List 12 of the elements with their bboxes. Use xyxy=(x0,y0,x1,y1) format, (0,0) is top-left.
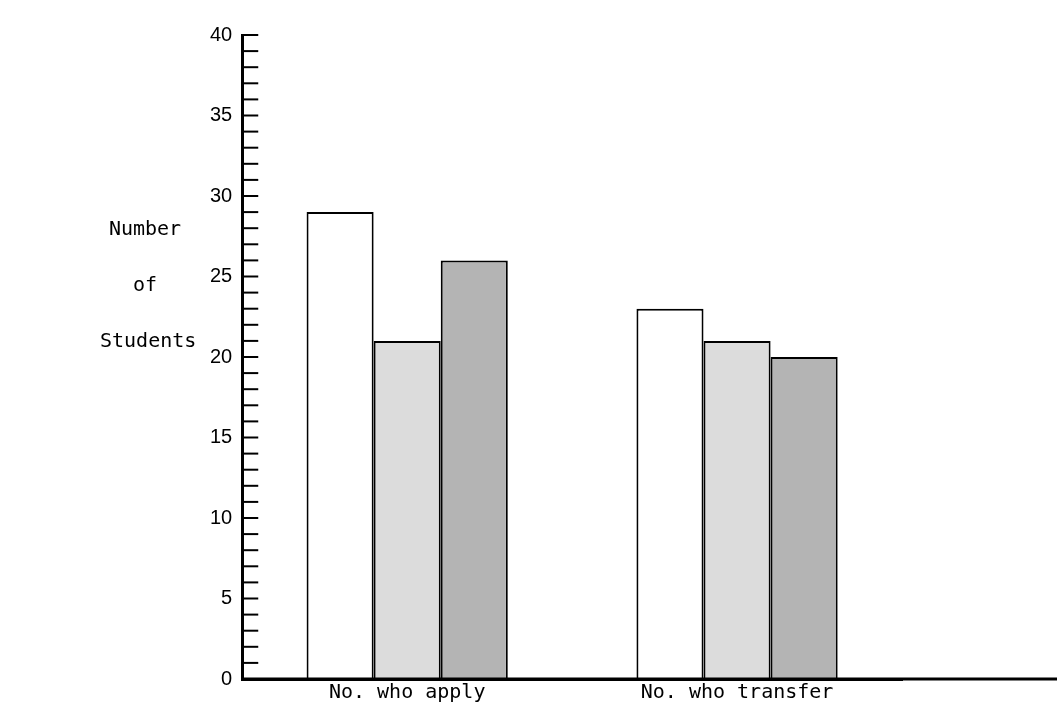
y-tick-label: 10 xyxy=(210,505,233,528)
y-tick-label: 40 xyxy=(210,22,233,45)
y-tick-label: 15 xyxy=(210,425,233,448)
y-tick-label: 35 xyxy=(210,103,233,126)
y-tick-label: 20 xyxy=(210,344,233,367)
text: Number of Students xyxy=(100,216,197,352)
y-tick-label: 0 xyxy=(221,666,233,689)
x-tick-label: No. who apply xyxy=(328,679,486,704)
x-tick-label: No. who transfer xyxy=(640,679,834,704)
y-tick-label: 25 xyxy=(210,264,233,287)
y-tick-label: 5 xyxy=(221,586,233,609)
y-tick-label: 30 xyxy=(210,183,233,206)
